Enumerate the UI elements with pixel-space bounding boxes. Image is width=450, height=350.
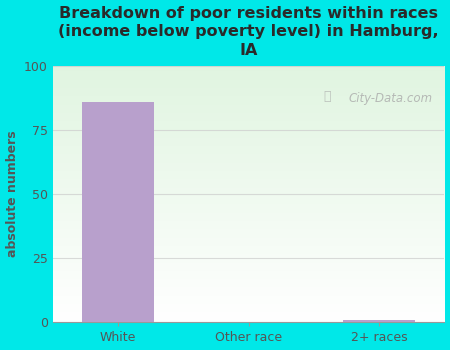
Text: ⦿: ⦿ xyxy=(323,90,331,103)
Title: Breakdown of poor residents within races
(income below poverty level) in Hamburg: Breakdown of poor residents within races… xyxy=(58,6,439,58)
Text: City-Data.com: City-Data.com xyxy=(349,91,433,105)
Bar xyxy=(82,102,154,322)
Bar xyxy=(343,320,415,322)
Y-axis label: absolute numbers: absolute numbers xyxy=(5,131,18,258)
